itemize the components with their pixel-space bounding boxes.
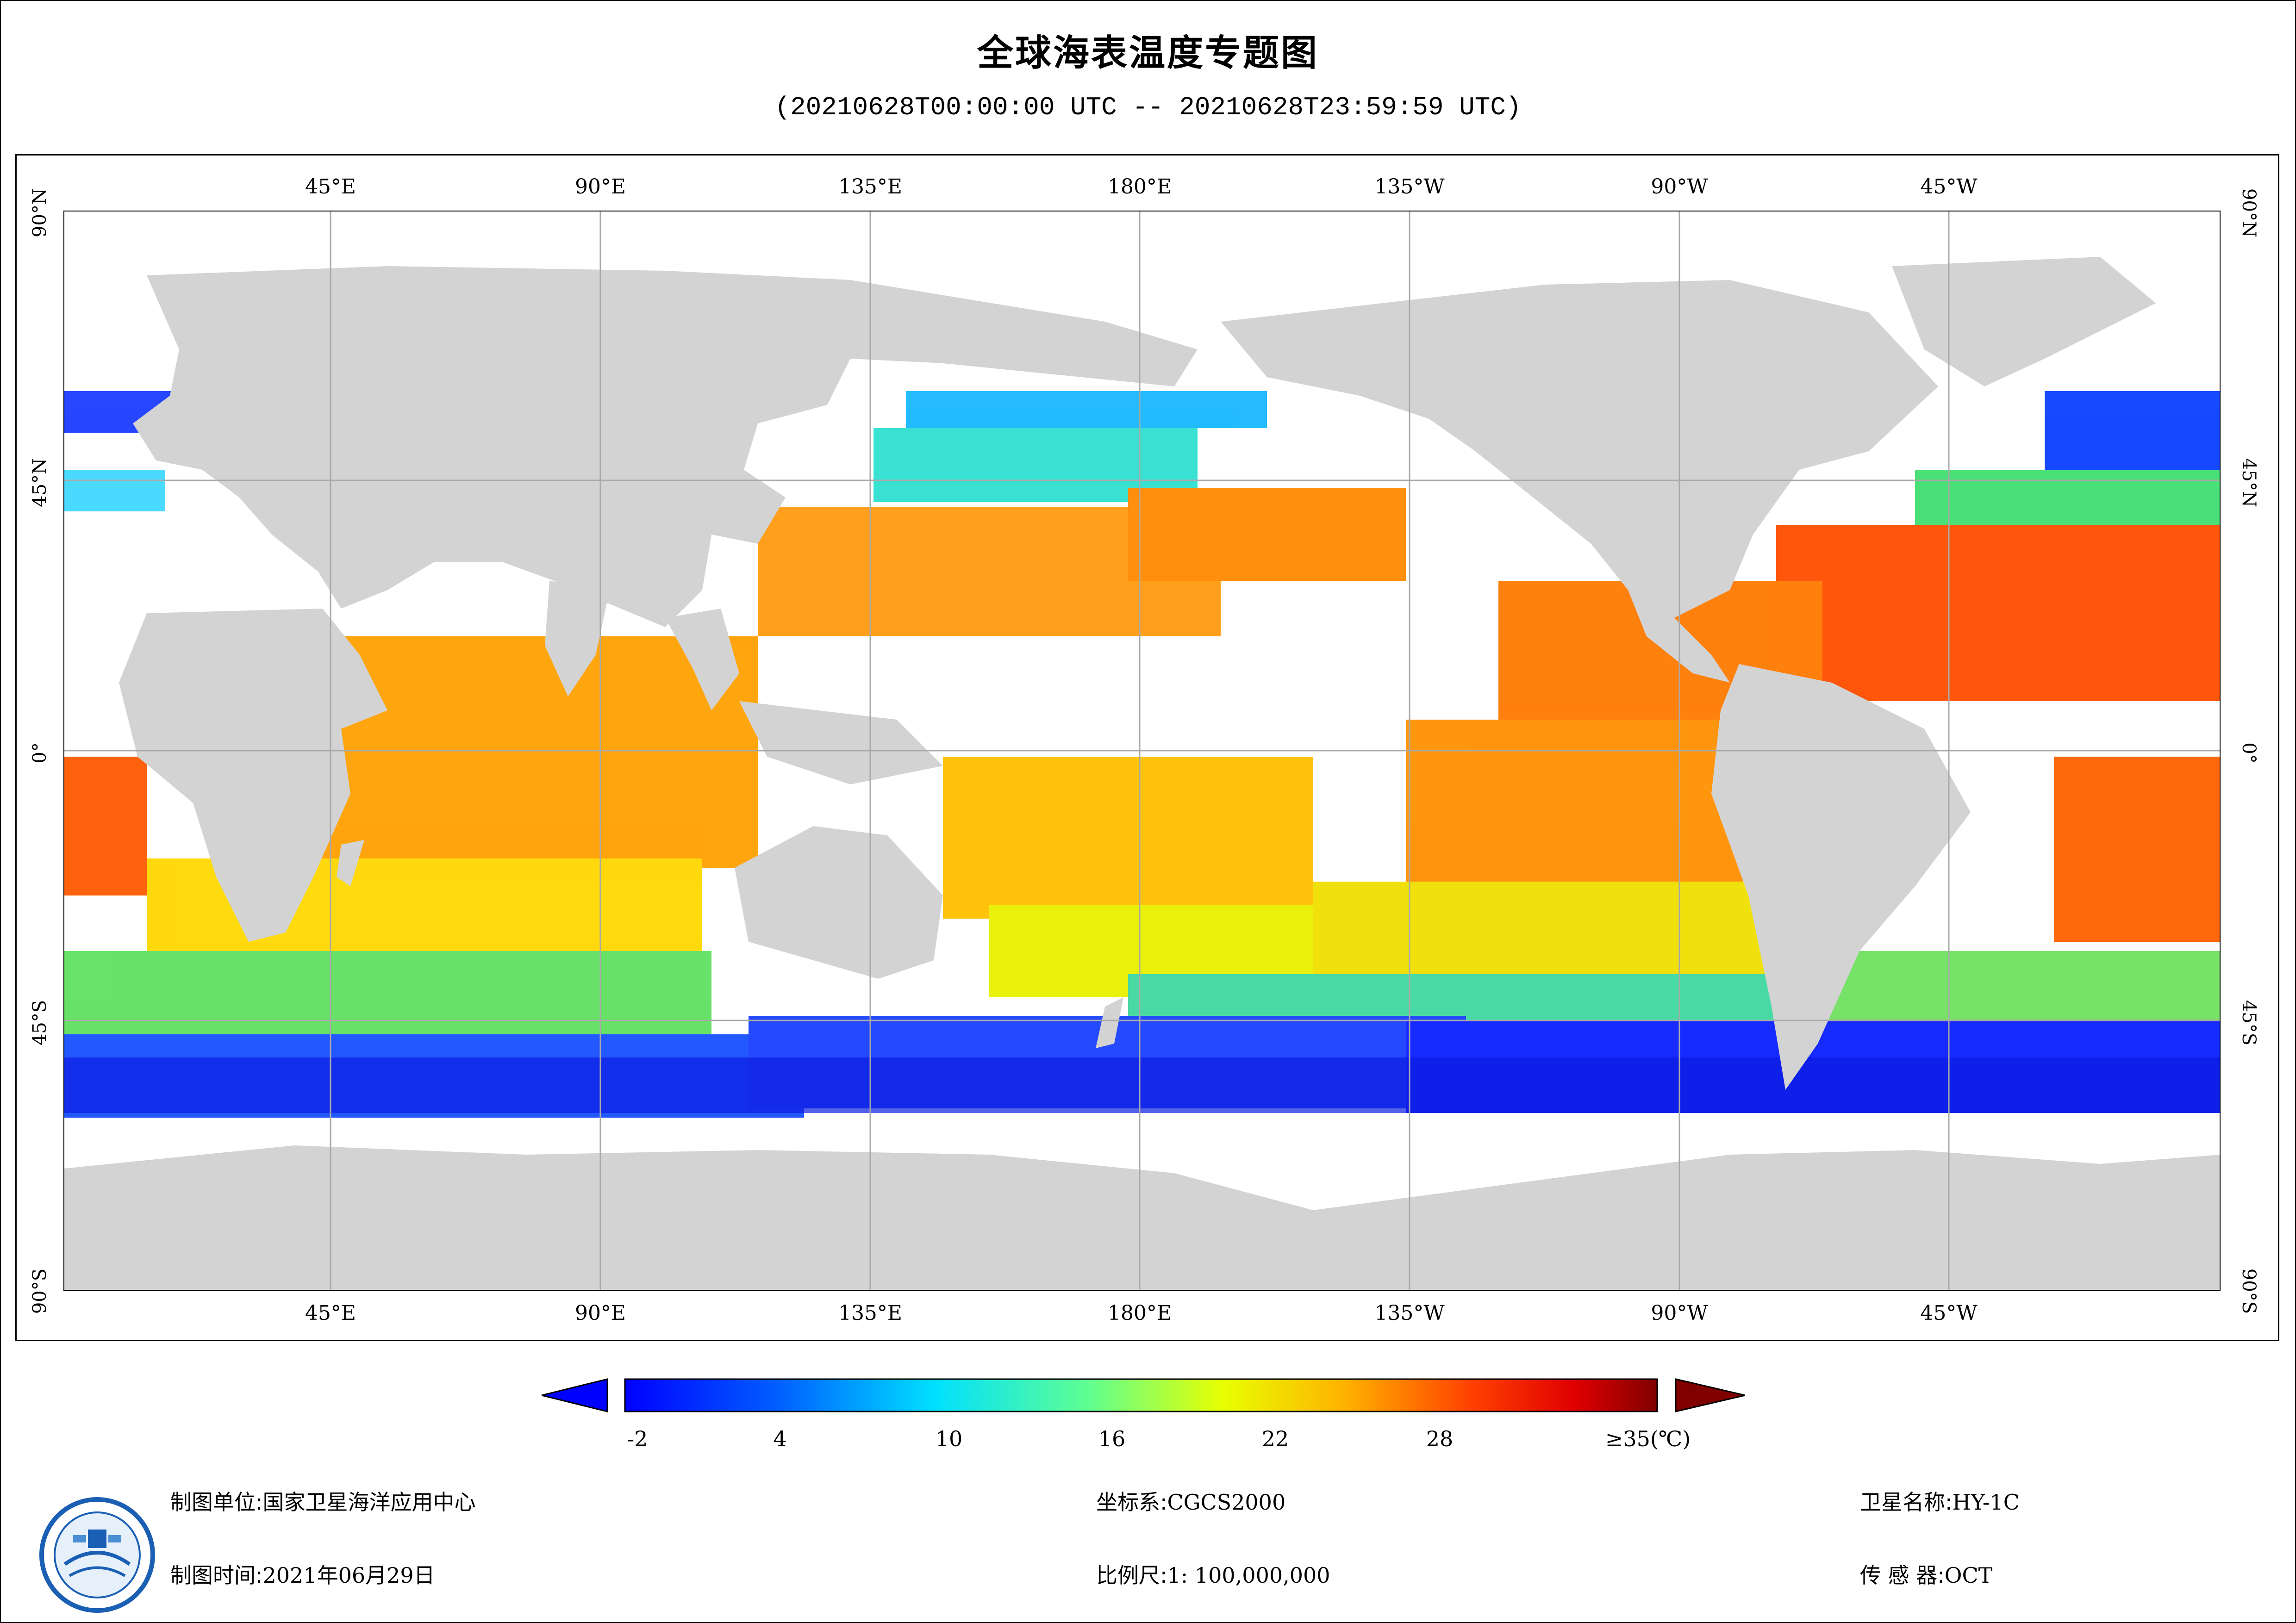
lat-label-right: 0° xyxy=(2238,742,2259,764)
lat-label-left: 90°N xyxy=(29,188,50,237)
coordinate-system: 坐标系:CGCS2000 xyxy=(1096,1486,1285,1516)
map-scale: 比例尺:1: 100,000,000 xyxy=(1096,1559,1330,1589)
colorbar-label: 22 xyxy=(1261,1426,1289,1451)
colorbar-gradient xyxy=(624,1378,1658,1412)
lon-label-top: 45°W xyxy=(1920,175,1978,199)
map-title: 全球海表温度专题图 xyxy=(977,32,1319,74)
colorbar-label: -2 xyxy=(627,1426,648,1451)
colorbar-label: 4 xyxy=(773,1426,787,1451)
lon-label-bottom: 90°E xyxy=(574,1301,626,1325)
mapping-unit-label: 制图单位: xyxy=(170,1490,263,1515)
lat-label-right: 90°S xyxy=(2238,1268,2259,1314)
scale-label: 比例尺: xyxy=(1096,1563,1167,1588)
sensor-value: OCT xyxy=(1944,1563,1993,1588)
colorbar-label: 28 xyxy=(1426,1426,1454,1451)
satellite-name: 卫星名称:HY-1C xyxy=(1860,1486,2020,1516)
mapping-unit-value: 国家卫星海洋应用中心 xyxy=(262,1490,476,1515)
lat-label-left: 0° xyxy=(29,742,50,764)
sensor-label: 传 感 器: xyxy=(1860,1563,1945,1588)
sst-map[interactable] xyxy=(63,211,2221,1291)
mapping-time: 制图时间:2021年06月29日 xyxy=(170,1559,435,1589)
colorbar-label: ≥35(℃) xyxy=(1605,1426,1691,1451)
map-subtitle: (20210628T00:00:00 UTC -- 20210628T23:59… xyxy=(774,93,1522,122)
lon-label-bottom: 90°W xyxy=(1651,1301,1708,1325)
nsoas-logo xyxy=(32,1490,162,1620)
lat-label-right: 45°S xyxy=(2238,1000,2259,1046)
lon-label-bottom: 45°W xyxy=(1920,1301,1978,1325)
colorbar-label: 10 xyxy=(935,1426,963,1451)
lon-label-bottom: 45°E xyxy=(305,1301,356,1325)
lat-label-left: 45°N xyxy=(29,458,50,507)
lat-label-left: 90°S xyxy=(29,1268,50,1314)
colorbar-min-arrow xyxy=(541,1378,608,1412)
lon-label-top: 45°E xyxy=(305,175,356,199)
colorbar-label: 16 xyxy=(1098,1426,1126,1451)
satellite-value: HY-1C xyxy=(1952,1490,2020,1515)
mapping-time-label: 制图时间: xyxy=(170,1563,263,1588)
colorbar: -2 4 10 16 22 28 ≥35(℃) xyxy=(541,1374,1746,1451)
lon-label-top: 180°E xyxy=(1107,175,1172,199)
satellite-label: 卫星名称: xyxy=(1860,1490,1953,1515)
mapping-time-value: 2021年06月29日 xyxy=(262,1563,435,1588)
lat-label-right: 90°N xyxy=(2238,188,2259,237)
sst-data-layer xyxy=(63,391,2221,1118)
land-layer xyxy=(63,257,2221,1291)
lon-label-top: 135°E xyxy=(838,175,903,199)
lon-label-bottom: 135°E xyxy=(838,1301,903,1325)
lat-label-left: 45°S xyxy=(29,1000,50,1046)
map-frame xyxy=(15,154,2279,1341)
mapping-unit: 制图单位:国家卫星海洋应用中心 xyxy=(170,1486,476,1516)
colorbar-max-arrow xyxy=(1675,1378,1746,1412)
crs-label: 坐标系: xyxy=(1096,1490,1167,1515)
lon-label-top: 90°W xyxy=(1651,175,1708,199)
lon-label-top: 135°W xyxy=(1374,175,1445,199)
lon-label-bottom: 135°W xyxy=(1374,1301,1445,1325)
scale-value: 1: 100,000,000 xyxy=(1167,1563,1330,1588)
crs-value: CGCS2000 xyxy=(1167,1490,1286,1515)
lon-label-top: 90°E xyxy=(574,175,626,199)
sensor-name: 传 感 器:OCT xyxy=(1860,1559,1992,1589)
graticule xyxy=(63,211,2221,1291)
lat-label-right: 45°N xyxy=(2238,458,2259,507)
lon-label-bottom: 180°E xyxy=(1107,1301,1172,1325)
